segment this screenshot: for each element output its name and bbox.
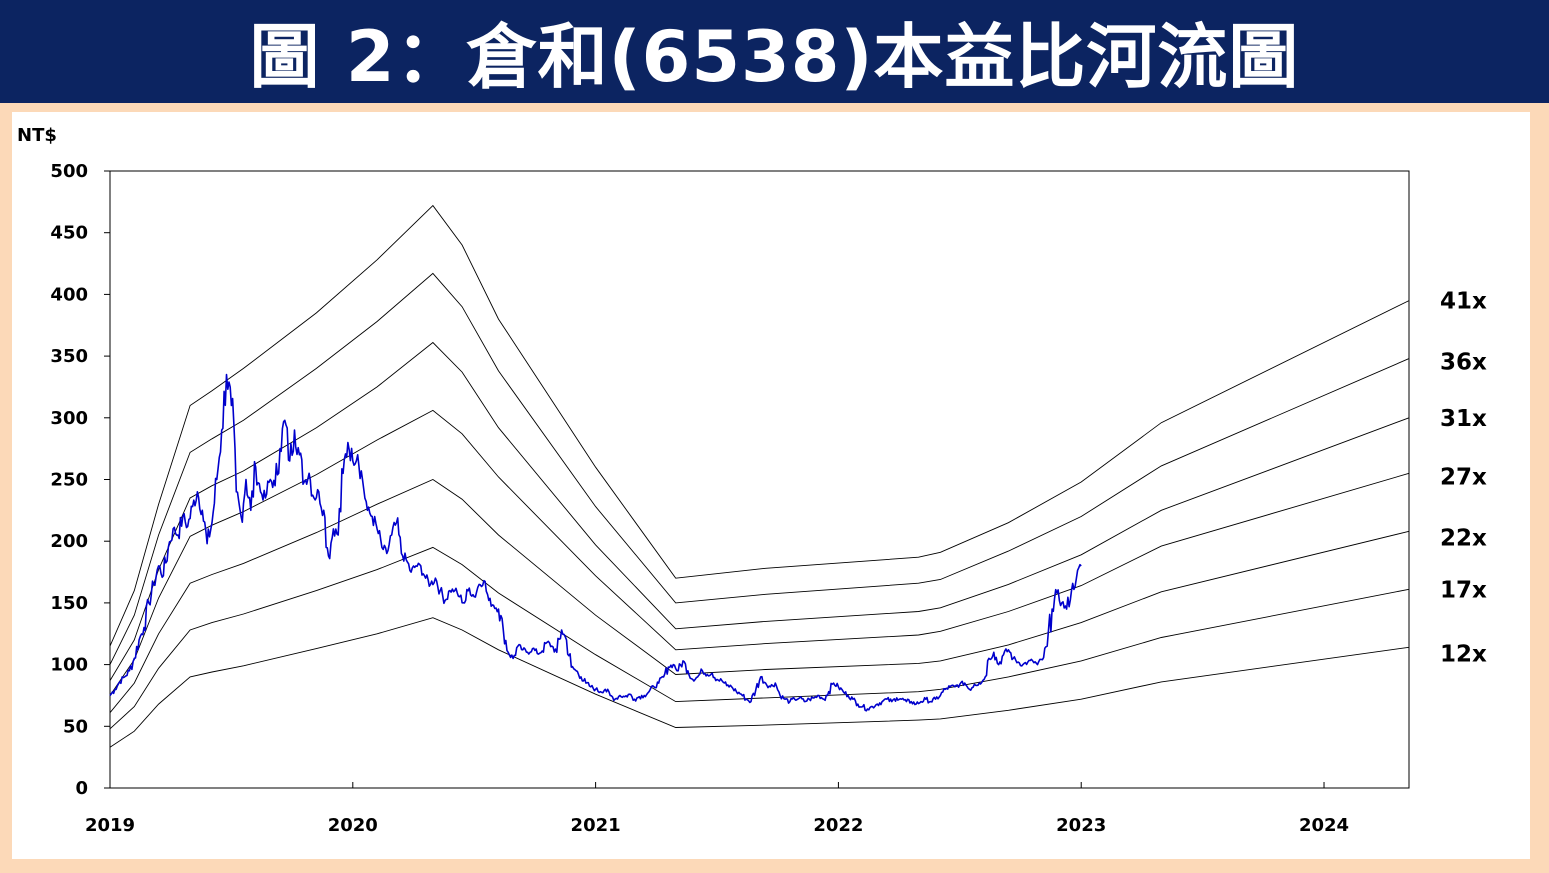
x-axis-ticks: 2019 2020 2021 2022 2023 2024 bbox=[85, 782, 1349, 836]
pe-band-label: 22x bbox=[1440, 525, 1487, 551]
pe-band-line-17x bbox=[109, 546, 1410, 730]
pe-band-line-36x bbox=[109, 272, 1410, 665]
pe-band-label: 27x bbox=[1440, 464, 1487, 490]
pe-band-line-41x bbox=[109, 204, 1410, 647]
y-tick-label: 500 bbox=[50, 161, 88, 182]
y-tick-label: 350 bbox=[50, 346, 88, 367]
y-tick-label: 150 bbox=[50, 593, 88, 614]
pe-band-label: 17x bbox=[1440, 577, 1487, 603]
y-tick-label: 450 bbox=[50, 223, 88, 244]
y-tick-label: 300 bbox=[50, 408, 88, 429]
x-tick-label: 2023 bbox=[1056, 815, 1106, 836]
pe-band-line-22x bbox=[109, 478, 1410, 713]
pe-band-label: 12x bbox=[1440, 641, 1487, 667]
pe-band-line-12x bbox=[109, 617, 1410, 748]
pe-band-label: 41x bbox=[1440, 289, 1487, 315]
x-tick-label: 2024 bbox=[1299, 815, 1349, 836]
pe-band-line-27x bbox=[109, 409, 1410, 696]
price-series bbox=[109, 373, 1082, 712]
x-tick-label: 2020 bbox=[328, 815, 378, 836]
chart-panel: NT$ 0 50 100 150 200 250 300 350 400 450 500 2019 2… bbox=[12, 112, 1530, 859]
price-line bbox=[109, 373, 1082, 712]
x-tick-label: 2021 bbox=[571, 815, 621, 836]
y-tick-label: 0 bbox=[75, 778, 88, 799]
x-tick-label: 2022 bbox=[813, 815, 863, 836]
pe-bands bbox=[109, 204, 1410, 748]
y-tick-label: 100 bbox=[50, 655, 88, 676]
y-tick-label: 200 bbox=[50, 531, 88, 552]
y-axis-label: NT$ bbox=[17, 125, 57, 146]
x-tick-label: 2019 bbox=[85, 815, 135, 836]
y-tick-label: 250 bbox=[50, 470, 88, 491]
band-labels: 41x 36x 31x 27x 22x 17x 12x bbox=[1440, 289, 1487, 668]
y-tick-label: 400 bbox=[50, 284, 88, 305]
pe-band-label: 36x bbox=[1440, 350, 1487, 376]
page-title: 圖 2：倉和(6538)本益比河流圖 bbox=[249, 16, 1300, 98]
y-tick-label: 50 bbox=[63, 716, 88, 737]
title-bar: 圖 2：倉和(6538)本益比河流圖 bbox=[0, 0, 1549, 103]
y-axis-ticks: 0 50 100 150 200 250 300 350 400 450 500 bbox=[50, 161, 110, 799]
pe-band-line-31x bbox=[109, 341, 1410, 681]
pe-band-label: 31x bbox=[1440, 406, 1487, 432]
